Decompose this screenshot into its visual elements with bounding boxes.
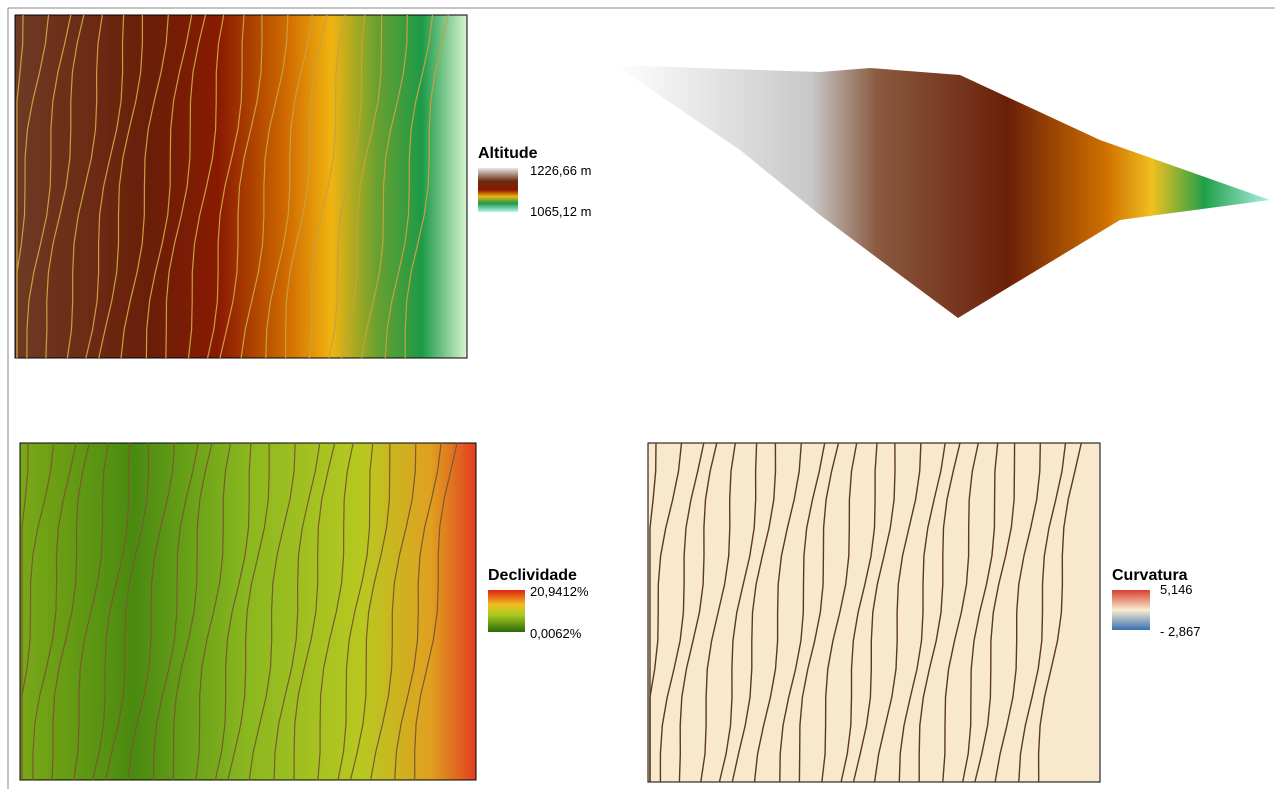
altitude-map [15,15,467,358]
terrain-3d [615,65,1270,318]
legend-title: Declividade [488,567,577,584]
legend-bar [478,168,518,212]
legend-bar [488,590,525,632]
legend-title: Altitude [478,145,538,162]
legend-max: 20,9412% [530,584,589,599]
legend-min: 0,0062% [530,626,582,641]
legend-max: 5,146 [1160,582,1193,597]
legend-min: - 2,867 [1160,624,1200,639]
curvature-map [648,443,1100,782]
legend-bar [1112,590,1150,630]
slope-map [20,443,476,780]
legend-max: 1226,66 m [530,163,591,178]
legend-min: 1065,12 m [530,204,591,219]
page: Altitude 1226,66 m 1065,12 m Declividade… [0,0,1275,789]
